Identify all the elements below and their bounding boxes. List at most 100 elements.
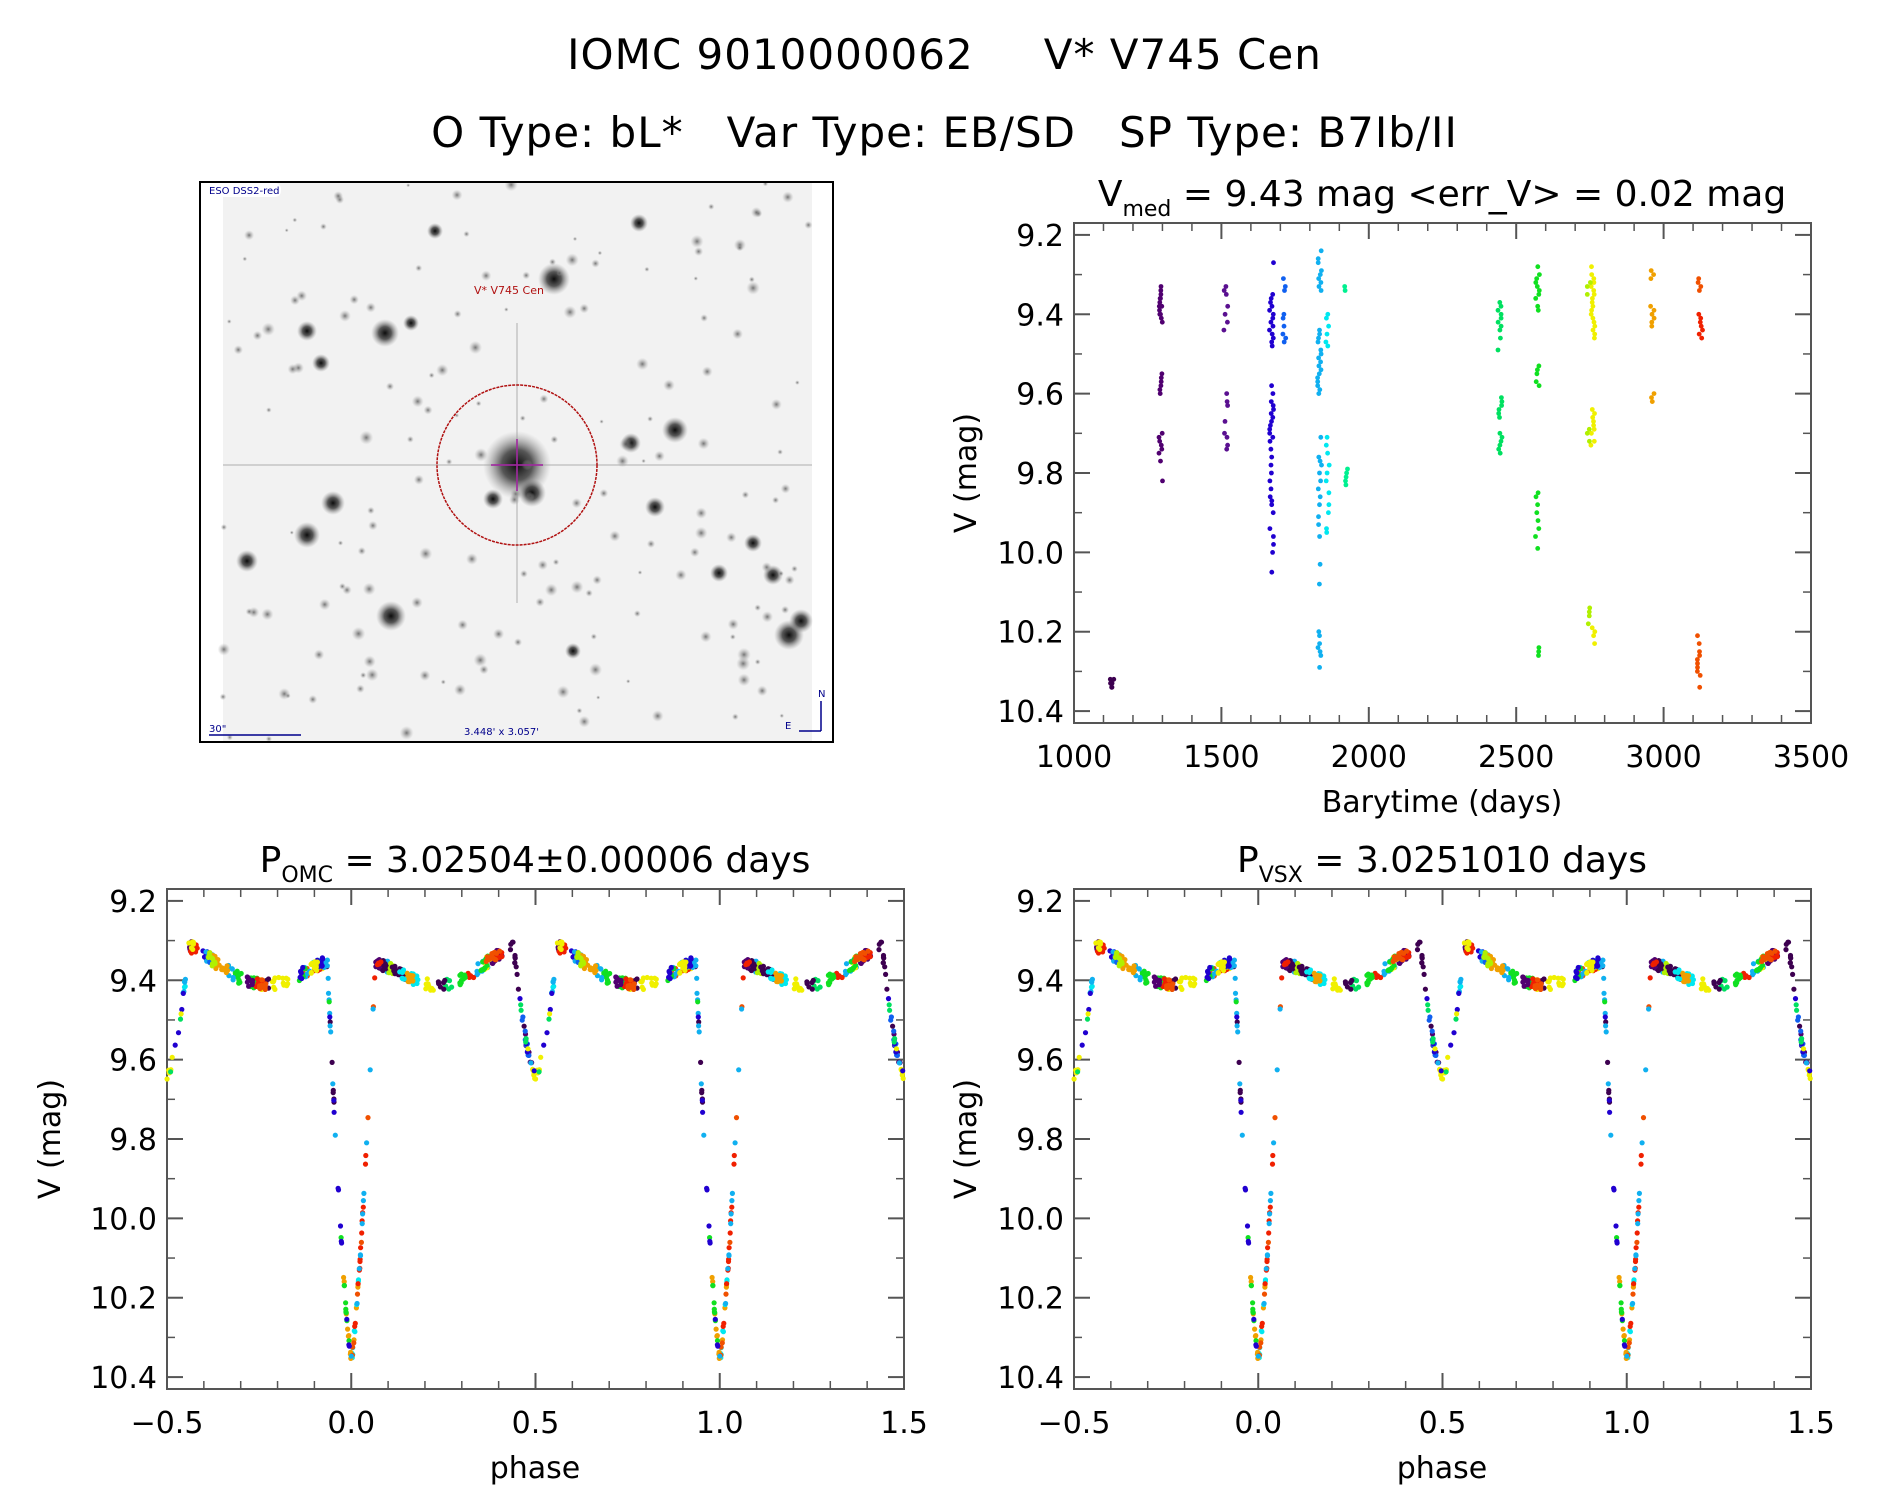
data-point [1268,300,1273,305]
faint-star [777,449,783,455]
data-point [1675,976,1681,982]
data-point [1586,609,1592,615]
data-point [1785,939,1792,945]
data-point [886,1002,892,1008]
data-point [728,1211,734,1217]
data-point [1271,534,1276,539]
data-point [1626,1340,1632,1346]
data-point [358,1239,364,1245]
faint-star [356,684,365,694]
faint-star [525,491,535,501]
faint-star [781,605,790,614]
data-point [1158,296,1163,301]
data-point [1226,963,1232,969]
data-point [179,1006,185,1013]
data-point [700,1109,706,1115]
data-point [1285,959,1291,965]
faint-star [454,683,466,696]
data-point [259,977,265,983]
data-point [1634,1230,1640,1236]
y-tick-label: 9.6 [1016,378,1064,413]
x-tick-label: 1500 [1183,740,1259,775]
data-point [1111,676,1117,682]
data-point [843,961,850,967]
data-point [474,972,480,978]
data-point [523,1039,529,1045]
data-point [1790,971,1796,978]
data-point [1605,1059,1611,1065]
data-point [378,959,384,965]
data-point [713,1326,719,1332]
data-point [1089,979,1095,985]
data-point [1250,1300,1256,1306]
faint-star [440,679,446,685]
data-point [1696,276,1702,281]
data-point [1495,347,1501,353]
figure-subtitle: O Type: bL* Var Type: EB/SD SP Type: B7I… [431,108,1458,157]
data-point [1536,645,1542,650]
data-point [400,976,406,982]
data-point [1264,1258,1270,1265]
data-point [710,1279,716,1285]
data-point [254,976,260,982]
data-point [1324,315,1329,321]
data-point [1587,965,1593,971]
data-point [860,956,866,962]
faint-star [651,710,664,722]
data-point [1234,1023,1240,1029]
data-point [1317,387,1323,393]
data-point [1485,956,1491,962]
data-point [1158,292,1164,297]
data-point [178,1011,184,1017]
data-point [751,963,757,969]
data-point [1555,975,1561,981]
data-point [1158,375,1164,381]
y-tick-label: 9.2 [109,885,157,920]
figure-title: IOMC 9010000062 V* V745 Cen [0,30,1889,79]
data-point [1430,1039,1436,1045]
faint-star [762,183,769,187]
data-point [1630,1291,1636,1297]
data-point [891,1028,897,1034]
data-point [725,1258,732,1265]
data-point [1753,967,1760,974]
data-point [1750,972,1756,978]
y-tick-label: 10.0 [90,1202,157,1237]
data-point [625,985,631,991]
data-point [1270,292,1276,297]
x-tick-label: 1.5 [880,1406,928,1441]
data-point [1406,954,1412,960]
data-point [525,1046,531,1052]
data-point [549,990,555,997]
lightcurve-plot: Vmed = 9.43 mag <err_V> = 0.02 mag Baryt… [949,174,1849,820]
data-point [1269,331,1275,337]
data-point [1160,478,1165,484]
data-point [1157,387,1163,393]
data-point [357,1258,363,1265]
data-point [1237,1081,1243,1087]
data-point [1315,645,1321,650]
data-point [1535,367,1540,373]
data-point [1651,315,1657,321]
data-point [1317,581,1322,587]
data-point [308,970,314,976]
data-point [1075,1069,1081,1075]
data-point [1533,379,1539,385]
data-point [1648,303,1653,309]
data-point [326,999,332,1005]
data-point [809,979,815,986]
faint-star [219,693,227,701]
data-point [1787,954,1794,960]
data-point [639,979,645,985]
data-point [1532,985,1538,991]
data-point [1248,1274,1254,1281]
data-point [1224,399,1230,404]
data-point [1700,327,1705,333]
data-point [1270,510,1276,516]
data-point [1233,999,1239,1005]
data-point [1535,303,1541,309]
lightcurve-title-main: V [1098,174,1123,215]
data-point [1375,973,1381,979]
x-tick-label: 1.0 [696,1406,744,1441]
data-point [1317,977,1323,984]
